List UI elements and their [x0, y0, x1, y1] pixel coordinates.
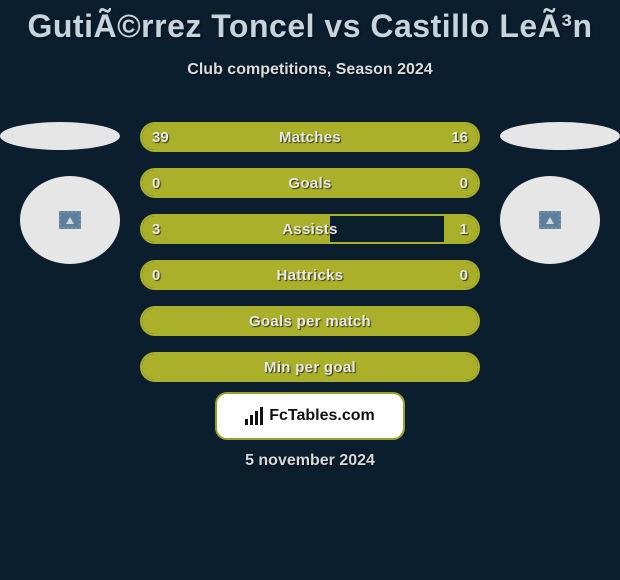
bars-icon — [245, 407, 263, 425]
brand-text: FcTables.com — [269, 407, 375, 425]
stat-label: Min per goal — [142, 354, 478, 380]
footer-date: 5 november 2024 — [0, 452, 620, 470]
player-badge-left — [20, 176, 120, 264]
placeholder-icon — [59, 211, 81, 229]
stat-label: Goals — [142, 170, 478, 196]
stat-label: Hattricks — [142, 262, 478, 288]
stat-row: 00Goals — [140, 168, 480, 198]
player-badge-right — [500, 176, 600, 264]
stat-label: Assists — [142, 216, 478, 242]
stat-bars: 3916Matches 00Goals 31Assists 00Hattricks Go… — [140, 122, 480, 398]
page-subtitle: Club competitions, Season 2024 — [0, 61, 620, 79]
stat-label: Matches — [142, 124, 478, 150]
stat-row: Goals per match — [140, 306, 480, 336]
stat-row: Min per goal — [140, 352, 480, 382]
placeholder-icon — [539, 211, 561, 229]
page-title: GutiÃ©rrez Toncel vs Castillo LeÃ³n — [0, 0, 620, 45]
stat-row: 3916Matches — [140, 122, 480, 152]
stat-row: 00Hattricks — [140, 260, 480, 290]
player-ellipse-left — [0, 122, 120, 150]
brand-badge: FcTables.com — [215, 392, 405, 440]
stat-label: Goals per match — [142, 308, 478, 334]
stat-row: 31Assists — [140, 214, 480, 244]
player-ellipse-right — [500, 122, 620, 150]
